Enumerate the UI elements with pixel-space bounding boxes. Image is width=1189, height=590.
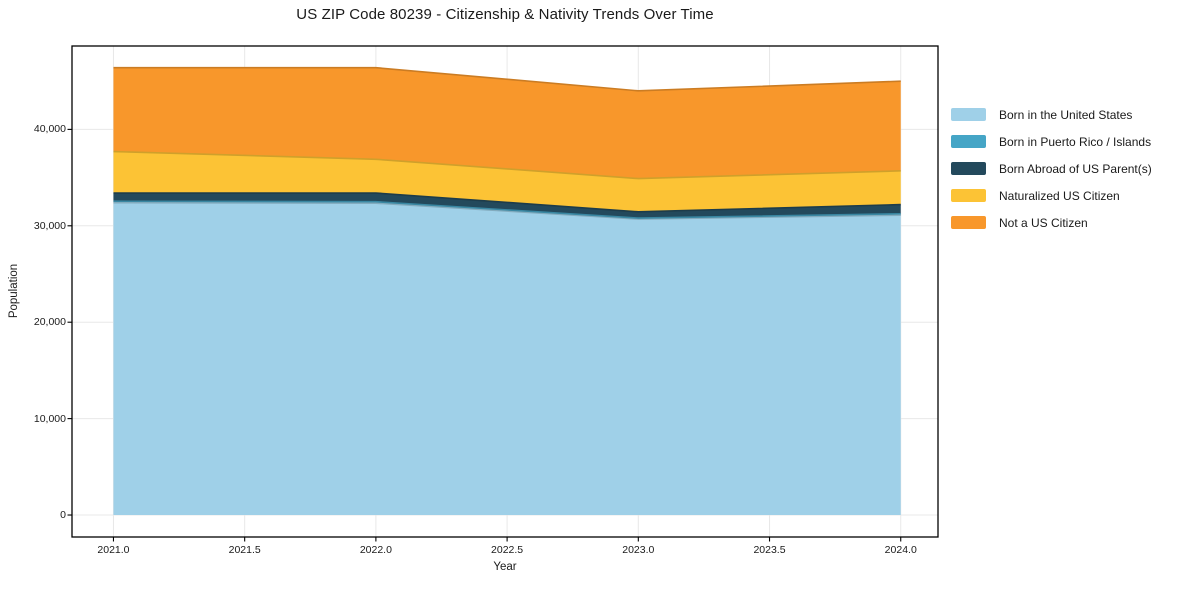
area-edges <box>113 66 901 220</box>
y-tick-label: 20,000 <box>33 316 66 329</box>
legend-label: Naturalized US Citizen <box>999 188 1120 203</box>
chart-title: US ZIP Code 80239 - Citizenship & Nativi… <box>296 6 714 23</box>
area-edge-4 <box>113 66 901 92</box>
legend-item: Born Abroad of US Parent(s) <box>951 155 1187 182</box>
legend-label: Born in the United States <box>999 107 1133 122</box>
legend-label: Born Abroad of US Parent(s) <box>999 161 1152 176</box>
legend-item: Not a US Citizen <box>951 209 1187 236</box>
area-edge-0 <box>113 201 901 220</box>
area-band-2 <box>113 193 901 219</box>
area-edge-1 <box>113 200 901 219</box>
axis-spines <box>71 45 939 538</box>
area-band-3 <box>113 151 901 212</box>
legend-item: Born in the United States <box>951 101 1187 128</box>
legend-label: Born in Puerto Rico / Islands <box>999 134 1152 149</box>
legend-item: Naturalized US Citizen <box>951 182 1187 209</box>
legend-label: Not a US Citizen <box>999 215 1088 230</box>
x-tick-label: 2021.0 <box>97 544 130 556</box>
legend-swatch <box>951 108 986 121</box>
x-tick-label: 2023.5 <box>753 544 786 556</box>
x-axis-label: Year <box>493 561 517 573</box>
y-axis-label: Population <box>8 263 20 319</box>
tick-marks <box>67 128 902 542</box>
y-tick-label: 0 <box>60 509 66 522</box>
x-tick-label: 2022.0 <box>359 544 392 556</box>
y-tick-label: 30,000 <box>33 219 66 232</box>
area-series <box>113 67 901 516</box>
area-edge-2 <box>113 192 901 213</box>
legend: Born in the United States Born in Puerto … <box>951 101 1187 236</box>
legend-swatch <box>951 162 986 175</box>
legend-item: Born in Puerto Rico / Islands <box>951 128 1187 155</box>
x-tick-label: 2023.0 <box>622 544 655 556</box>
area-band-4 <box>113 67 901 179</box>
x-tick-label: 2024.0 <box>884 544 917 556</box>
x-tick-label: 2022.5 <box>491 544 524 556</box>
legend-swatch <box>951 135 986 148</box>
x-tick-label: 2021.5 <box>228 544 261 556</box>
legend-swatch <box>951 216 986 229</box>
y-tick-label: 10,000 <box>33 412 66 425</box>
legend-swatch <box>951 189 986 202</box>
y-tick-label: 40,000 <box>33 123 66 136</box>
area-edge-3 <box>113 150 901 180</box>
area-band-0 <box>113 202 901 516</box>
